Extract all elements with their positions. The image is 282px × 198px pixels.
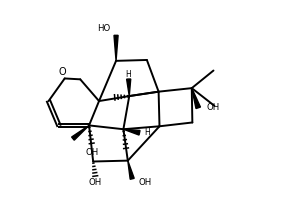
Polygon shape (192, 88, 201, 109)
Text: OH: OH (139, 178, 152, 187)
Text: HO: HO (97, 24, 110, 33)
Text: H: H (125, 70, 131, 79)
Polygon shape (114, 35, 118, 61)
Text: OH: OH (89, 178, 102, 187)
Polygon shape (128, 161, 134, 179)
Polygon shape (127, 79, 131, 96)
Text: OH: OH (85, 148, 99, 157)
Polygon shape (72, 125, 89, 140)
Text: OH: OH (206, 103, 220, 112)
Text: O: O (59, 67, 66, 77)
Text: H: H (144, 128, 150, 137)
Polygon shape (124, 129, 140, 135)
